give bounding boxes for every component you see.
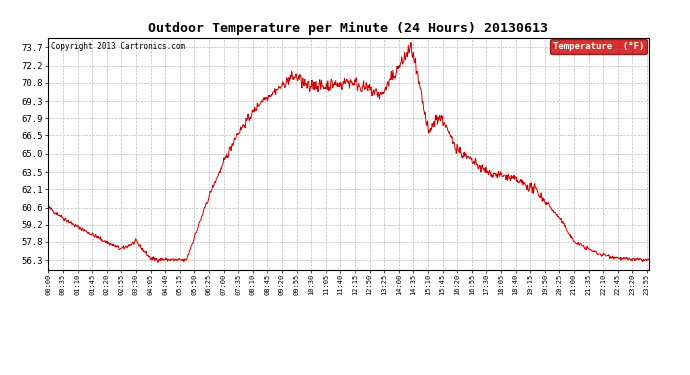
Title: Outdoor Temperature per Minute (24 Hours) 20130613: Outdoor Temperature per Minute (24 Hours… [148, 22, 549, 35]
Text: Copyright 2013 Cartronics.com: Copyright 2013 Cartronics.com [51, 42, 186, 51]
Legend: Temperature  (°F): Temperature (°F) [550, 39, 647, 54]
